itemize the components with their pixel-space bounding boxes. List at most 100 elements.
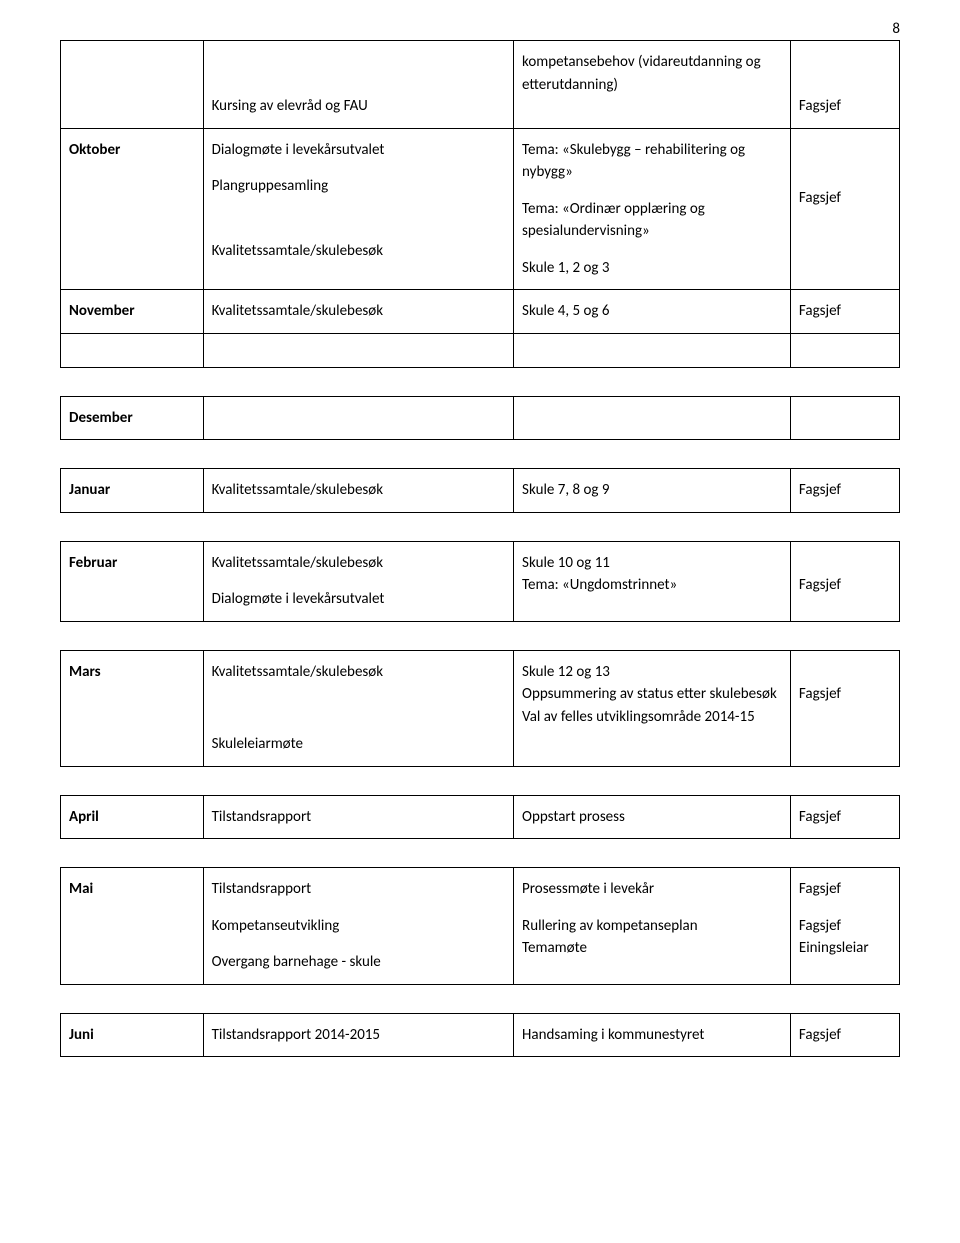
table-row: Februar Kvalitetssamtale/skulebesøk Dial… [61, 541, 900, 621]
month-label: Juni [69, 1026, 94, 1044]
topic-text: Prosessmøte i levekår [522, 878, 782, 901]
cell-month [61, 41, 204, 129]
schedule-table: Kursing av elevråd og FAU kompetansebeho… [60, 40, 900, 368]
table-row: Oktober Dialogmøte i levekårsutvalet Pla… [61, 128, 900, 290]
responsible-text: Fagsjef [799, 878, 891, 901]
cell-activity: Kvalitetssamtale/skulebesøk Skuleleiarmø… [203, 650, 513, 766]
activity-text: Plangruppesamling [212, 175, 505, 198]
month-label: Mars [69, 663, 101, 681]
activity-text: Kompetanseutvikling [212, 915, 505, 938]
responsible-text: Fagsjef [799, 683, 891, 706]
cell-month: November [61, 290, 204, 334]
table-row-spacer [61, 333, 900, 367]
cell-topic: Handsaming i kommunestyret [514, 1013, 791, 1057]
cell-topic: Skule 12 og 13 Oppsummering av status et… [514, 650, 791, 766]
cell-month: Januar [61, 469, 204, 513]
cell-topic: Tema: «Skulebygg – rehabilitering og nyb… [514, 128, 791, 290]
activity-text: Kvalitetssamtale/skulebesøk [212, 552, 505, 575]
schedule-table-8: Juni Tilstandsrapport 2014-2015 Handsami… [60, 1013, 900, 1058]
month-label: Mai [69, 880, 93, 898]
cell-activity: Kvalitetssamtale/skulebesøk [203, 290, 513, 334]
responsible-text: Fagsjef [799, 95, 891, 118]
month-label: Januar [69, 481, 110, 499]
topic-text: Tema: «Ungdomstrinnet» [522, 574, 782, 597]
responsible-text: Einingsleiar [799, 937, 891, 960]
topic-text: Tema: «Ordinær opplæring og spesialunder… [522, 198, 782, 243]
cell-activity: Tilstandsrapport [203, 795, 513, 839]
cell-topic: Oppstart prosess [514, 795, 791, 839]
table-row: Kursing av elevråd og FAU kompetansebeho… [61, 41, 900, 129]
responsible-text: Fagsjef [799, 574, 891, 597]
table-row: Mai Tilstandsrapport Kompetanseutvikling… [61, 868, 900, 985]
cell-responsible [790, 396, 899, 440]
cell-responsible: Fagsjef [790, 469, 899, 513]
table-gap [60, 440, 900, 468]
activity-text: Tilstandsrapport [212, 878, 505, 901]
cell-topic: kompetansebehov (vidareutdanning og ette… [514, 41, 791, 129]
activity-text: Dialogmøte i levekårsutvalet [212, 139, 505, 162]
cell-month: April [61, 795, 204, 839]
cell-topic: Prosessmøte i levekår Rullering av kompe… [514, 868, 791, 985]
cell-month: Mai [61, 868, 204, 985]
table-row: Desember [61, 396, 900, 440]
month-label: Februar [69, 554, 117, 572]
cell-month: Oktober [61, 128, 204, 290]
table-row: Mars Kvalitetssamtale/skulebesøk Skulele… [61, 650, 900, 766]
activity-text: Kvalitetssamtale/skulebesøk [212, 661, 505, 684]
schedule-table-6: April Tilstandsrapport Oppstart prosess … [60, 795, 900, 840]
table-row: April Tilstandsrapport Oppstart prosess … [61, 795, 900, 839]
activity-text: Kursing av elevråd og FAU [212, 95, 505, 118]
table-gap [60, 368, 900, 396]
topic-text: Rullering av kompetanseplan [522, 915, 782, 938]
table-row: November Kvalitetssamtale/skulebesøk Sku… [61, 290, 900, 334]
topic-text: Val av felles utviklingsområde 2014-15 [522, 706, 782, 729]
table-gap [60, 839, 900, 867]
schedule-table-2: Desember [60, 396, 900, 441]
table-gap [60, 767, 900, 795]
month-label: November [69, 302, 135, 320]
topic-text: Oppsummering av status etter skulebesøk [522, 683, 782, 706]
cell-responsible: Fagsjef [790, 1013, 899, 1057]
cell-responsible: Fagsjef [790, 41, 899, 129]
table-gap [60, 513, 900, 541]
cell-month: Mars [61, 650, 204, 766]
document-page: 8 Kursing av elevråd og FAU kompetansebe… [0, 0, 960, 1117]
cell-month: Desember [61, 396, 204, 440]
cell-month: Februar [61, 541, 204, 621]
activity-text: Skuleleiarmøte [212, 733, 505, 756]
cell-activity: Dialogmøte i levekårsutvalet Plangruppes… [203, 128, 513, 290]
cell-activity [203, 396, 513, 440]
cell-topic: Skule 4, 5 og 6 [514, 290, 791, 334]
cell-responsible: Fagsjef [790, 795, 899, 839]
cell-responsible: Fagsjef [790, 290, 899, 334]
activity-blank [212, 212, 505, 226]
topic-text: Temamøte [522, 937, 782, 960]
responsible-text: Fagsjef [799, 915, 891, 938]
month-label: April [69, 808, 99, 826]
cell-responsible: Fagsjef [790, 128, 899, 290]
schedule-table-7: Mai Tilstandsrapport Kompetanseutvikling… [60, 867, 900, 985]
month-label: Desember [69, 409, 133, 427]
topic-text: Skule 12 og 13 [522, 661, 782, 684]
cell-topic: Skule 10 og 11 Tema: «Ungdomstrinnet» [514, 541, 791, 621]
schedule-table-5: Mars Kvalitetssamtale/skulebesøk Skulele… [60, 650, 900, 767]
table-gap [60, 622, 900, 650]
responsible-text: Fagsjef [799, 187, 891, 210]
topic-text: Tema: «Skulebygg – rehabilitering og nyb… [522, 139, 782, 184]
cell-topic: Skule 7, 8 og 9 [514, 469, 791, 513]
topic-text: Skule 1, 2 og 3 [522, 257, 782, 280]
topic-text: Skule 10 og 11 [522, 552, 782, 575]
page-number: 8 [892, 20, 900, 38]
cell-activity: Kvalitetssamtale/skulebesøk [203, 469, 513, 513]
cell-responsible: Fagsjef Fagsjef Einingsleiar [790, 868, 899, 985]
cell-activity: Kursing av elevråd og FAU [203, 41, 513, 129]
cell-responsible: Fagsjef [790, 541, 899, 621]
table-row: Juni Tilstandsrapport 2014-2015 Handsami… [61, 1013, 900, 1057]
activity-text: Dialogmøte i levekårsutvalet [212, 588, 505, 611]
cell-topic [514, 396, 791, 440]
cell-responsible: Fagsjef [790, 650, 899, 766]
table-gap [60, 985, 900, 1013]
cell-activity: Kvalitetssamtale/skulebesøk Dialogmøte i… [203, 541, 513, 621]
cell-activity: Tilstandsrapport 2014-2015 [203, 1013, 513, 1057]
month-label: Oktober [69, 141, 120, 159]
